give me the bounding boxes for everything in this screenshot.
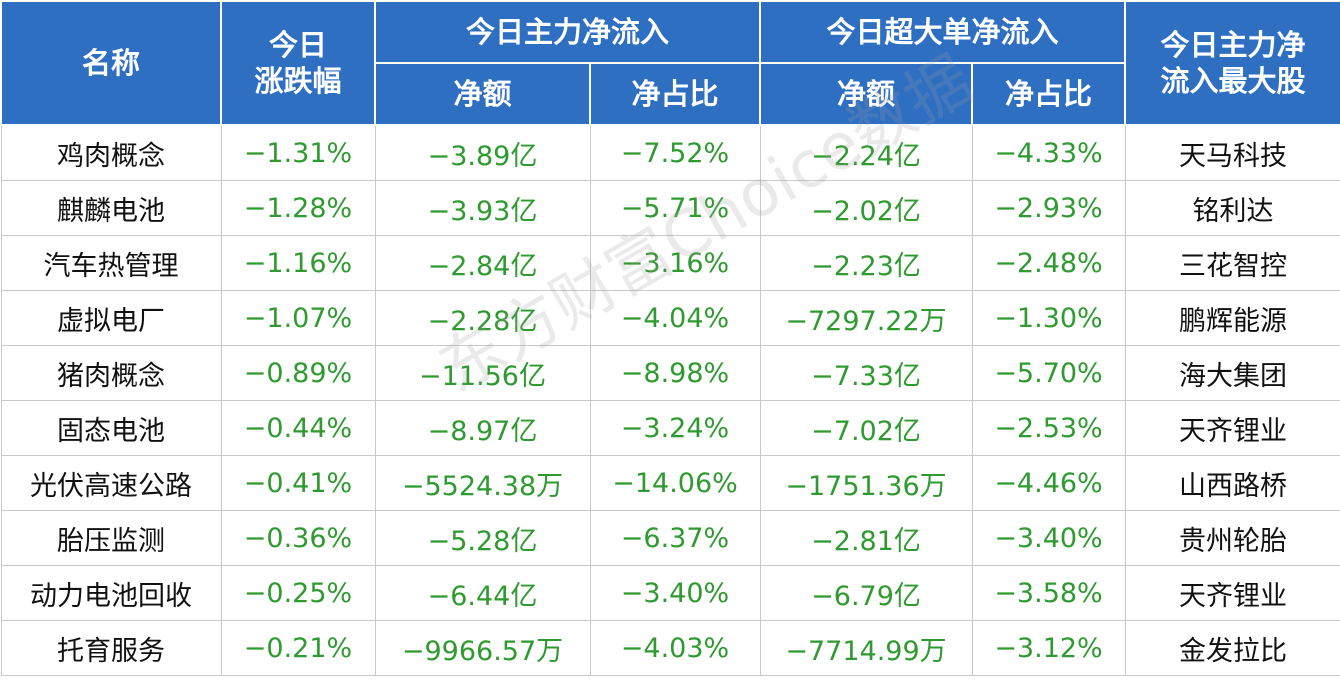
super-amount: −7.33亿: [759, 345, 973, 401]
super-amount: −7714.99万: [759, 620, 973, 676]
top-stock: 天齐锂业: [1124, 400, 1340, 456]
table-row: 光伏高速公路 −0.41% −5524.38万 −14.06% −1751.36…: [0, 455, 1340, 511]
change-pct: −0.21%: [220, 620, 376, 676]
main-amount: −5524.38万: [374, 455, 591, 511]
table-row: 托育服务 −0.21% −9966.57万 −4.03% −7714.99万 −…: [0, 620, 1340, 676]
super-ratio: −2.53%: [971, 400, 1126, 456]
header-change-line1: 今日: [268, 28, 327, 62]
change-pct: −0.36%: [220, 510, 376, 566]
table-row: 鸡肉概念 −1.31% −3.89亿 −7.52% −2.24亿 −4.33% …: [0, 124, 1340, 181]
sector-name: 托育服务: [0, 620, 222, 676]
top-stock: 贵州轮胎: [1124, 510, 1340, 566]
header-main-amount: 净额: [374, 62, 591, 126]
main-ratio: −7.52%: [589, 124, 761, 181]
super-ratio: −3.58%: [971, 565, 1126, 621]
top-stock: 三花智控: [1124, 235, 1340, 291]
change-pct: −0.41%: [220, 455, 376, 511]
header-main-inflow-group: 今日主力净流入: [373, 0, 762, 64]
sector-name: 固态电池: [0, 400, 222, 456]
sector-name: 汽车热管理: [0, 235, 222, 291]
super-ratio: −2.93%: [971, 180, 1126, 236]
header-top-stock-line2: 流入最大股: [1160, 64, 1306, 98]
main-ratio: −14.06%: [589, 455, 761, 511]
table-row: 虚拟电厂 −1.07% −2.28亿 −4.04% −7297.22万 −1.3…: [0, 290, 1340, 346]
sector-name: 动力电池回收: [0, 565, 222, 621]
top-stock: 鹏辉能源: [1124, 290, 1340, 346]
super-ratio: −5.70%: [971, 345, 1126, 401]
super-amount: −2.24亿: [759, 124, 973, 181]
top-stock: 金发拉比: [1124, 620, 1340, 676]
sector-name: 鸡肉概念: [0, 124, 222, 181]
table-row: 麒麟电池 −1.28% −3.93亿 −5.71% −2.02亿 −2.93% …: [0, 180, 1340, 236]
super-amount: −7297.22万: [759, 290, 973, 346]
sector-name: 麒麟电池: [0, 180, 222, 236]
header-top-stock-line1: 今日主力净: [1160, 28, 1306, 62]
main-ratio: −4.03%: [589, 620, 761, 676]
header-change-line2: 涨跌幅: [254, 64, 342, 98]
header-super-ratio: 净占比: [971, 62, 1127, 126]
change-pct: −0.89%: [220, 345, 376, 401]
super-ratio: −3.12%: [971, 620, 1126, 676]
main-amount: −8.97亿: [374, 400, 591, 456]
main-amount: −2.84亿: [374, 235, 591, 291]
sector-name: 胎压监测: [0, 510, 222, 566]
header-top-stock: 今日主力净 流入最大股: [1124, 0, 1340, 126]
table-row: 胎压监测 −0.36% −5.28亿 −6.37% −2.81亿 −3.40% …: [0, 510, 1340, 566]
header-name: 名称: [0, 0, 222, 126]
top-stock: 铭利达: [1124, 180, 1340, 236]
main-ratio: −3.16%: [589, 235, 761, 291]
super-amount: −1751.36万: [759, 455, 973, 511]
header-super-inflow-group: 今日超大单净流入: [759, 0, 1127, 64]
change-pct: −1.31%: [220, 124, 376, 181]
super-amount: −6.79亿: [759, 565, 973, 621]
super-ratio: −1.30%: [971, 290, 1126, 346]
sector-name: 虚拟电厂: [0, 290, 222, 346]
main-amount: −3.93亿: [374, 180, 591, 236]
main-amount: −5.28亿: [374, 510, 591, 566]
super-amount: −7.02亿: [759, 400, 973, 456]
main-amount: −2.28亿: [374, 290, 591, 346]
main-ratio: −3.40%: [589, 565, 761, 621]
main-amount: −11.56亿: [374, 345, 591, 401]
super-ratio: −4.46%: [971, 455, 1126, 511]
super-amount: −2.81亿: [759, 510, 973, 566]
table-row: 动力电池回收 −0.25% −6.44亿 −3.40% −6.79亿 −3.58…: [0, 565, 1340, 621]
header-change: 今日 涨跌幅: [220, 0, 376, 126]
change-pct: −1.16%: [220, 235, 376, 291]
main-ratio: −3.24%: [589, 400, 761, 456]
top-stock: 天齐锂业: [1124, 565, 1340, 621]
header-super-amount: 净额: [759, 62, 974, 126]
change-pct: −0.44%: [220, 400, 376, 456]
table-row: 猪肉概念 −0.89% −11.56亿 −8.98% −7.33亿 −5.70%…: [0, 345, 1340, 401]
main-ratio: −5.71%: [589, 180, 761, 236]
main-amount: −9966.57万: [374, 620, 591, 676]
change-pct: −0.25%: [220, 565, 376, 621]
super-ratio: −2.48%: [971, 235, 1126, 291]
sector-name: 光伏高速公路: [0, 455, 222, 511]
super-amount: −2.23亿: [759, 235, 973, 291]
main-ratio: −6.37%: [589, 510, 761, 566]
table-row: 固态电池 −0.44% −8.97亿 −3.24% −7.02亿 −2.53% …: [0, 400, 1340, 456]
sector-name: 猪肉概念: [0, 345, 222, 401]
main-amount: −3.89亿: [374, 124, 591, 181]
main-amount: −6.44亿: [374, 565, 591, 621]
main-ratio: −4.04%: [589, 290, 761, 346]
main-ratio: −8.98%: [589, 345, 761, 401]
table-row: 汽车热管理 −1.16% −2.84亿 −3.16% −2.23亿 −2.48%…: [0, 235, 1340, 291]
top-stock: 海大集团: [1124, 345, 1340, 401]
super-ratio: −4.33%: [971, 124, 1126, 181]
top-stock: 天马科技: [1124, 124, 1340, 181]
change-pct: −1.28%: [220, 180, 376, 236]
super-amount: −2.02亿: [759, 180, 973, 236]
change-pct: −1.07%: [220, 290, 376, 346]
header-main-ratio: 净占比: [588, 62, 762, 126]
top-stock: 山西路桥: [1124, 455, 1340, 511]
super-ratio: −3.40%: [971, 510, 1126, 566]
